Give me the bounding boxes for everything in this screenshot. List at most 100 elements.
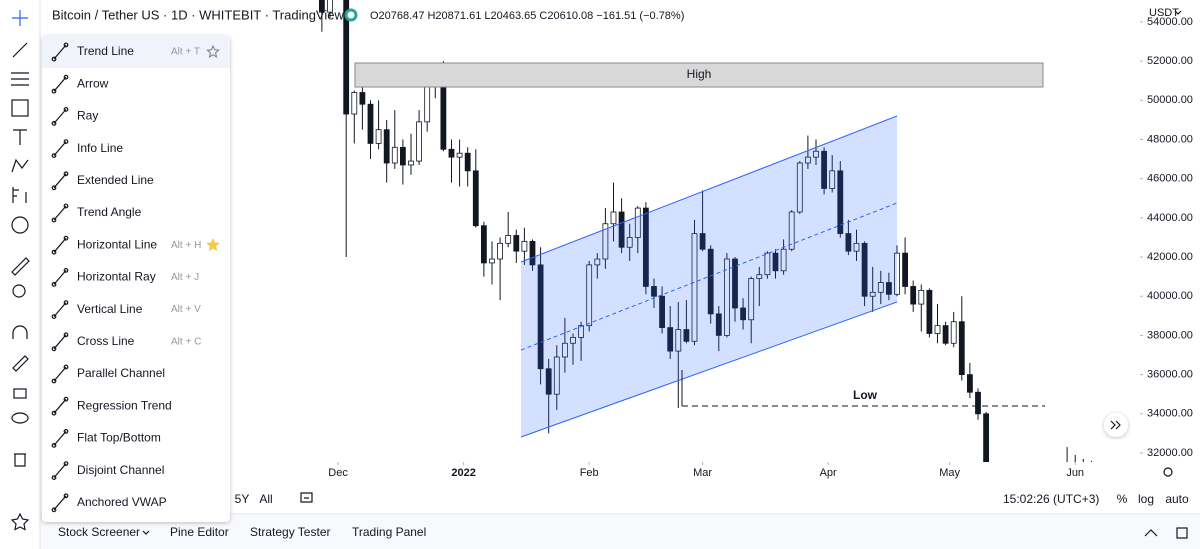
candle-body (788, 211, 795, 250)
menu-item[interactable] (42, 133, 230, 165)
candle-body (464, 152, 471, 172)
menu-icon (53, 173, 67, 189)
scale-button[interactable]: log (1138, 492, 1154, 506)
menu-label: Arrow (77, 76, 109, 90)
tool-lines[interactable] (12, 42, 28, 58)
candle-body (318, 0, 325, 13)
tool-text[interactable] (13, 129, 27, 145)
toolbar (10, 10, 30, 531)
y-tick-label: 34000.00 (1147, 408, 1193, 420)
menu-item[interactable] (42, 36, 230, 68)
menu-icon (53, 270, 67, 285)
scale-button[interactable]: auto (1165, 492, 1189, 506)
tool-crosshair[interactable] (12, 10, 28, 26)
menu-label: Anchored VWAP (77, 495, 167, 509)
menu-label: Trend Angle (77, 205, 142, 219)
menu-icon-node (63, 235, 69, 241)
candle-body (780, 248, 787, 272)
panel-tab[interactable]: Stock Screener (58, 525, 140, 539)
tool-shapes[interactable] (11, 99, 29, 117)
candle-body (634, 207, 641, 238)
menu-icon-node (63, 42, 69, 48)
candle-body (796, 162, 803, 213)
candle-body (748, 278, 755, 321)
tool-delete[interactable] (14, 453, 26, 467)
menu-icon-node (51, 507, 57, 513)
candle-body (602, 223, 609, 260)
candle-body (375, 129, 382, 144)
candle-body (983, 413, 989, 462)
currency[interactable]: USDT (1149, 7, 1179, 19)
high-zone (354, 62, 1044, 88)
favorite-star[interactable] (206, 237, 220, 252)
menu-shortcut: Alt + J (171, 272, 199, 283)
menu-item[interactable] (42, 326, 230, 358)
y-tick-label: 44000.00 (1147, 212, 1193, 224)
range-button[interactable]: All (259, 492, 272, 506)
menu-shortcut: Alt + C (171, 336, 201, 347)
tool-magnet[interactable] (12, 325, 28, 339)
maximize-icon[interactable] (1176, 527, 1188, 539)
channel-bottom (520, 301, 898, 438)
candle-body (926, 289, 933, 334)
candle-body (489, 258, 495, 264)
y-tick-label: 42000.00 (1147, 251, 1193, 263)
panel-tab[interactable]: Pine Editor (170, 525, 229, 539)
candle-body (675, 329, 682, 352)
candle-body (699, 233, 706, 250)
channel-top (520, 115, 898, 263)
menu-icon (53, 366, 67, 382)
menu-label: Horizontal Ray (77, 270, 156, 284)
menu-shortcut: Alt + H (171, 240, 201, 251)
tool-zoom[interactable] (12, 284, 26, 298)
tool-hide[interactable] (11, 412, 29, 424)
symbol-title: Bitcoin / Tether US · 1D · WHITEBIT · Tr… (52, 7, 344, 22)
candle-body (456, 152, 463, 158)
menu-item[interactable] (42, 68, 230, 100)
candle-body (934, 325, 941, 334)
panel-tab[interactable]: Trading Panel (352, 525, 426, 539)
tool-patterns[interactable] (11, 158, 29, 173)
settings-icon[interactable] (1163, 467, 1173, 477)
y-tick-label: 40000.00 (1147, 290, 1193, 302)
menu-icon (53, 109, 67, 124)
tool-prediction[interactable] (12, 187, 27, 203)
candle-body (1089, 467, 1094, 492)
low-label: Low (853, 388, 878, 402)
candle-body (391, 146, 398, 164)
candle-body (821, 150, 827, 189)
tool-icons[interactable] (11, 216, 29, 234)
candle-body (869, 291, 876, 297)
y-tick-label: 48000.00 (1147, 133, 1193, 145)
candle-body (667, 327, 674, 352)
scale-button[interactable]: % (1117, 492, 1128, 506)
high-label: High (687, 67, 712, 81)
candle-body (343, 0, 350, 115)
date-range-icon[interactable] (300, 492, 313, 503)
candle-body (529, 240, 536, 266)
favorite-star[interactable] (206, 44, 220, 58)
collapse-icon[interactable] (1144, 529, 1158, 537)
candle-body (715, 313, 722, 336)
tool-favorites[interactable] (10, 512, 30, 531)
scroll-button[interactable] (1104, 413, 1128, 437)
menu-item[interactable] (42, 100, 230, 132)
panel-tab[interactable]: Strategy Tester (250, 525, 330, 539)
x-tick-label: Jun (1066, 467, 1084, 479)
channel-fill (521, 116, 897, 437)
channel-mid (520, 202, 898, 351)
plot-area (318, 0, 1094, 492)
tool-fib[interactable] (11, 72, 29, 86)
y-tick-label: 46000.00 (1147, 173, 1193, 185)
candle-body (399, 146, 406, 166)
tool-draw-mode[interactable] (12, 355, 29, 372)
menu-label: Cross Line (77, 334, 135, 348)
candle-body (942, 325, 949, 344)
tool-lock[interactable] (13, 388, 27, 399)
screener-caret (142, 530, 150, 535)
range-button[interactable]: 5Y (235, 492, 250, 506)
x-tick-label: Apr (820, 467, 837, 479)
menu-icon-node (51, 378, 57, 384)
tool-ruler[interactable] (11, 257, 30, 276)
menu-icon-node (63, 268, 69, 273)
